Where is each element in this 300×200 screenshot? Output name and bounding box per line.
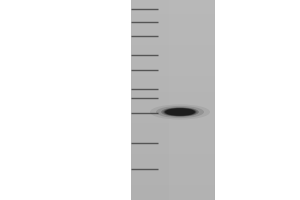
Bar (0, 0, 130, 200)
Ellipse shape (165, 108, 195, 116)
Ellipse shape (164, 108, 196, 116)
Text: 55: 55 (112, 65, 124, 75)
Ellipse shape (150, 104, 210, 120)
Ellipse shape (156, 106, 204, 118)
Bar (169, 0, 214, 200)
Text: 70: 70 (112, 50, 124, 60)
Text: 170: 170 (106, 4, 124, 14)
Text: 40: 40 (112, 84, 124, 94)
Text: 100: 100 (106, 31, 124, 41)
Text: 15: 15 (112, 138, 124, 148)
Bar (214, 0, 300, 200)
Ellipse shape (161, 107, 199, 117)
Bar (130, 0, 214, 200)
Text: 25: 25 (112, 108, 124, 118)
Text: 10: 10 (112, 164, 124, 174)
Text: 130: 130 (106, 17, 124, 27)
Text: 35: 35 (112, 93, 124, 103)
